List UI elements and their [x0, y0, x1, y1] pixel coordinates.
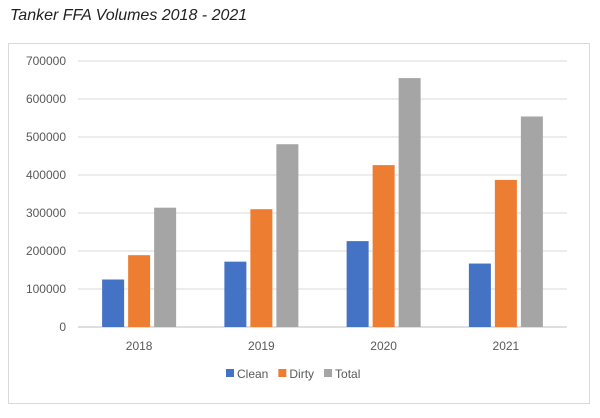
x-tick-label: 2021 [493, 339, 520, 353]
legend: Clean Dirty Total [226, 367, 360, 381]
y-tick-label: 600000 [26, 92, 66, 106]
x-tick-label: 2020 [370, 339, 397, 353]
bar-dirty-2020 [372, 165, 395, 327]
legend-label-total: Total [335, 367, 360, 381]
x-axis-ticks: 2018 2019 2020 2021 [126, 339, 520, 353]
y-tick-label: 0 [59, 320, 66, 334]
bar-dirty-2019 [250, 209, 273, 327]
bar-dirty-2021 [494, 179, 517, 327]
bar-total-2021 [520, 116, 543, 327]
legend-swatch-total [324, 369, 333, 377]
legend-label-dirty: Dirty [289, 367, 314, 381]
bars [102, 78, 543, 327]
x-tick-label: 2019 [248, 339, 275, 353]
bar-total-2019 [276, 144, 299, 327]
bar-clean-2020 [346, 241, 369, 327]
chart-frame [8, 43, 590, 404]
bar-total-2018 [154, 207, 177, 327]
y-tick-label: 200000 [26, 244, 66, 258]
bar-clean-2018 [102, 279, 125, 327]
legend-swatch-dirty [278, 369, 287, 377]
gridlines [78, 60, 567, 328]
y-tick-label: 500000 [26, 130, 66, 144]
legend-swatch-clean [226, 369, 234, 377]
bar-clean-2019 [224, 261, 247, 327]
chart-title: Tanker FFA Volumes 2018 - 2021 [10, 7, 248, 24]
y-tick-label: 100000 [26, 282, 66, 296]
bar-dirty-2018 [128, 255, 151, 327]
x-tick-label: 2018 [126, 339, 153, 353]
y-tick-label: 400000 [26, 168, 66, 182]
y-tick-label: 300000 [26, 206, 66, 220]
y-tick-label: 700000 [26, 54, 66, 68]
bar-clean-2021 [468, 263, 491, 327]
legend-label-clean: Clean [237, 367, 268, 381]
y-axis-ticks: 0 100000 200000 300000 400000 500000 600000 700… [26, 54, 66, 334]
bar-total-2020 [398, 78, 421, 327]
